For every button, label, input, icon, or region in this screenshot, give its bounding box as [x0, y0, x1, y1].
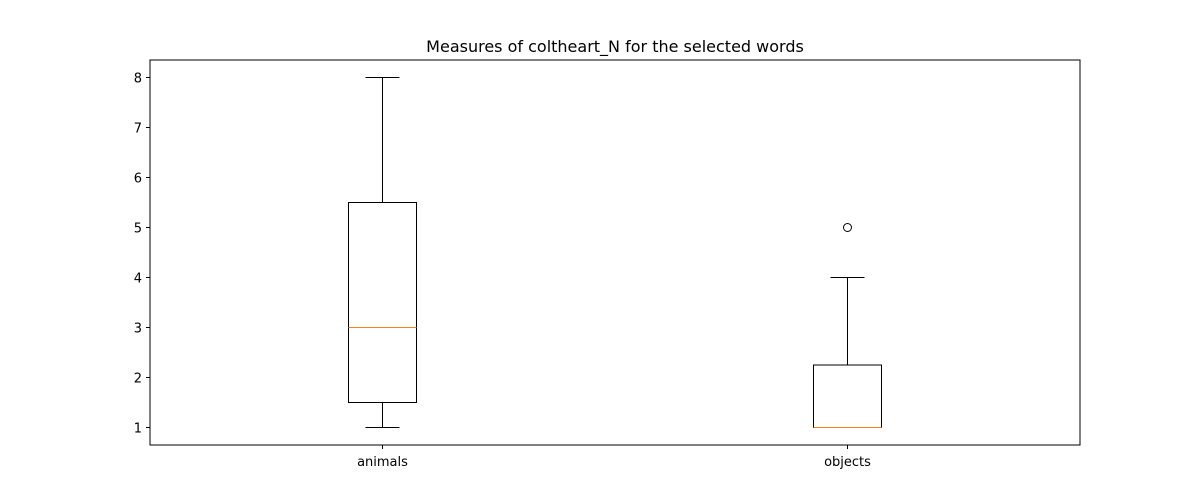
y-tick-label: 7 — [134, 122, 142, 137]
y-tick-label: 3 — [134, 322, 142, 337]
box-animals — [348, 202, 417, 403]
outlier-point — [843, 223, 852, 232]
chart-title: Measures of coltheart_N for the selected… — [426, 37, 804, 57]
y-tick-label: 8 — [134, 72, 142, 87]
y-tick-label: 6 — [134, 172, 142, 187]
y-tick-label: 4 — [134, 272, 142, 287]
axes-frame — [149, 59, 1081, 446]
box-objects — [813, 364, 882, 428]
plot-area: 1 2 3 4 5 6 7 8 animals objects — [134, 59, 1081, 470]
y-tick-label: 1 — [134, 422, 142, 437]
x-tick-label: objects — [824, 455, 871, 470]
y-tick-label: 5 — [134, 222, 142, 237]
y-tick-label: 2 — [134, 372, 142, 387]
x-tick-label: animals — [357, 455, 408, 470]
